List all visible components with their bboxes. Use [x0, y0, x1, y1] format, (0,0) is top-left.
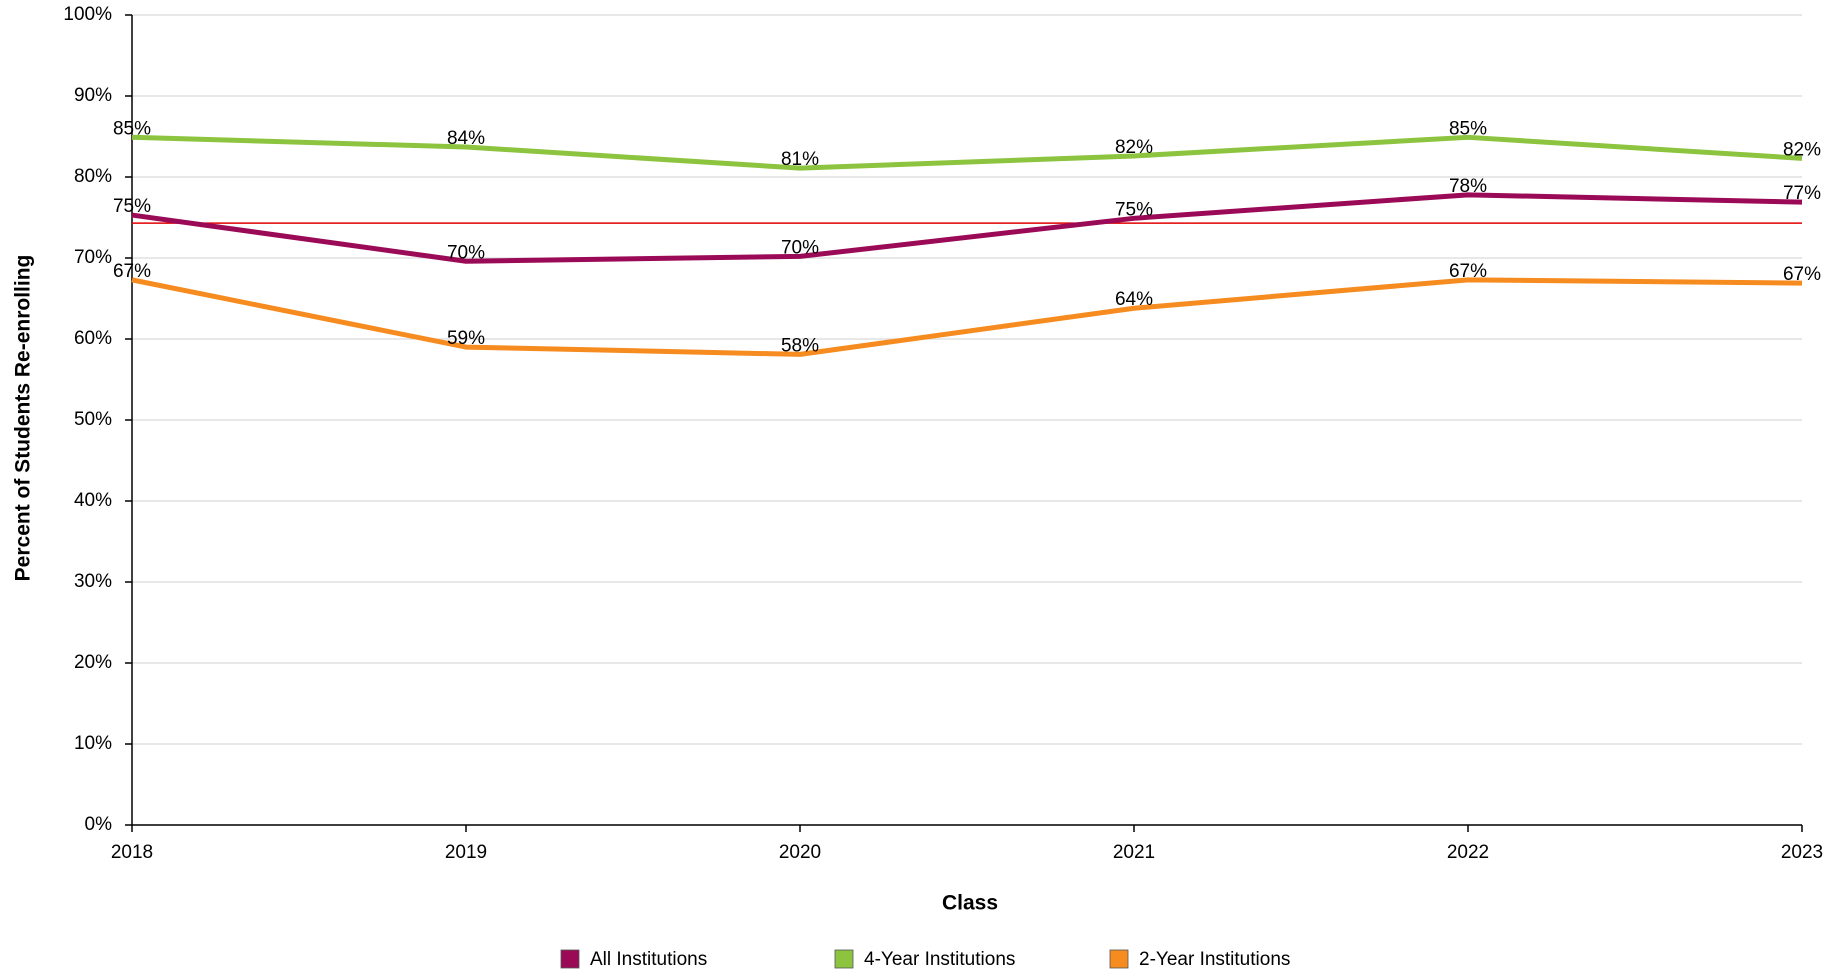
y-tick-label: 10%	[74, 733, 112, 754]
x-axis-title: Class	[942, 892, 998, 915]
data-label: 67%	[113, 261, 151, 282]
y-tick-label: 40%	[74, 490, 112, 511]
data-label: 67%	[1783, 264, 1821, 285]
data-label: 82%	[1783, 139, 1821, 160]
x-tick-label: 2023	[1781, 842, 1823, 863]
data-label: 70%	[781, 237, 819, 258]
y-tick-label: 80%	[74, 166, 112, 187]
data-label: 77%	[1783, 183, 1821, 204]
data-label: 67%	[1449, 261, 1487, 282]
data-label: 85%	[113, 118, 151, 139]
y-tick-label: 30%	[74, 571, 112, 592]
y-tick-label: 70%	[74, 247, 112, 268]
data-label: 78%	[1449, 176, 1487, 197]
legend-label: 2-Year Institutions	[1139, 949, 1290, 970]
data-label: 82%	[1115, 137, 1153, 158]
x-tick-label: 2021	[1113, 842, 1155, 863]
data-label: 59%	[447, 328, 485, 349]
legend-swatch	[1109, 949, 1129, 969]
data-label: 75%	[1115, 199, 1153, 220]
series-line	[131, 134, 1803, 171]
y-axis-title: Percent of Students Re-enrolling	[12, 255, 35, 582]
legend-label: 4-Year Institutions	[864, 949, 1015, 970]
legend-swatch	[834, 949, 854, 969]
data-label: 64%	[1115, 289, 1153, 310]
series-line	[131, 192, 1803, 264]
data-label: 70%	[447, 242, 485, 263]
data-label: 85%	[1449, 118, 1487, 139]
y-tick-label: 50%	[74, 409, 112, 430]
legend-label: All Institutions	[590, 949, 707, 970]
data-label: 58%	[781, 335, 819, 356]
data-label: 75%	[113, 196, 151, 217]
x-tick-label: 2020	[779, 842, 821, 863]
y-tick-label: 90%	[74, 85, 112, 106]
x-tick-label: 2019	[445, 842, 487, 863]
y-tick-label: 0%	[85, 814, 113, 835]
y-tick-label: 60%	[74, 328, 112, 349]
x-tick-label: 2022	[1447, 842, 1489, 863]
data-label: 81%	[781, 149, 819, 170]
x-tick-label: 2018	[111, 842, 153, 863]
series-line	[131, 277, 1803, 357]
y-tick-label: 20%	[74, 652, 112, 673]
data-label: 84%	[447, 128, 485, 149]
y-tick-label: 100%	[63, 4, 112, 25]
legend-swatch	[560, 949, 580, 969]
